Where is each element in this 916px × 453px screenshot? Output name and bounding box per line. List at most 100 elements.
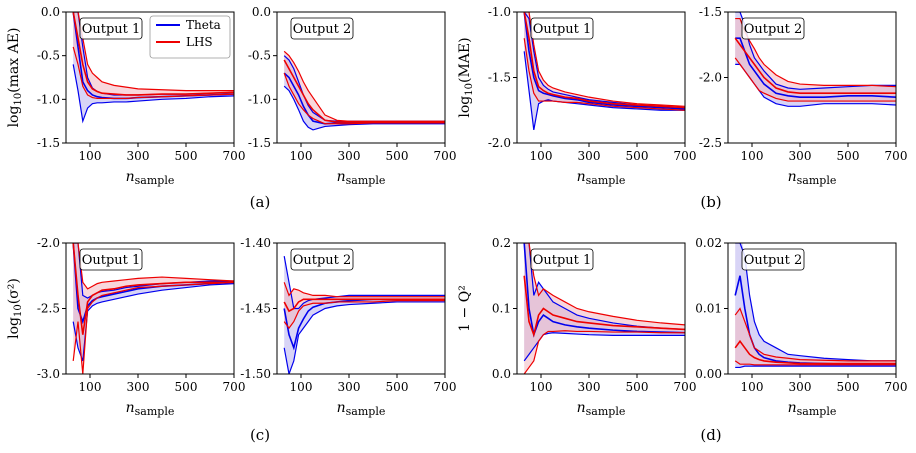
y-tick-label: -1.5 — [699, 5, 722, 19]
x-tick-label: 100 — [530, 380, 553, 394]
x-tick-label: 700 — [885, 380, 908, 394]
x-axis-label: nsample — [788, 400, 837, 418]
y-tick-label: -2.0 — [699, 71, 722, 85]
x-tick-label: 700 — [434, 380, 457, 394]
x-tick-label: 500 — [386, 149, 409, 163]
line-lhs-mean — [72, 12, 234, 96]
line-theta-upper — [524, 243, 685, 331]
line-lhs-upper — [524, 12, 685, 107]
y-tick-label: -1.5 — [37, 136, 60, 150]
panel-a2: 100 300 500 700 -1.5 -1.0 -0.5 0.0 nsample Output… — [248, 5, 457, 187]
line-lhs-upper — [73, 12, 234, 92]
line-lhs-upper — [283, 50, 445, 122]
output-label: Output 1 — [82, 22, 141, 37]
y-tick-label: 0.00 — [695, 367, 722, 381]
x-tick-label: 500 — [626, 380, 649, 394]
x-tick-label: 500 — [175, 380, 198, 394]
output-label: Output 1 — [533, 22, 592, 37]
output-label-box: Output 1 — [530, 17, 594, 40]
y-tick-label: -1.40 — [240, 236, 271, 250]
x-tick-label: 700 — [434, 149, 457, 163]
x-tick-label: 100 — [79, 380, 102, 394]
x-tick-label: 100 — [79, 149, 102, 163]
panel-d1: 100 300 500 700 0.0 0.1 0.2 nsample 1 − Q² Output… — [457, 236, 722, 444]
line-theta-lower — [72, 64, 234, 124]
panel-tag: (c) — [250, 426, 270, 444]
line-lhs-mean — [734, 339, 896, 365]
x-tick-label: 500 — [837, 149, 860, 163]
line-lhs-mean — [523, 275, 685, 338]
x-tick-label: 300 — [789, 149, 812, 163]
panel-tag: (a) — [250, 193, 271, 211]
x-tick-label: 700 — [223, 149, 246, 163]
x-tick-label: 700 — [885, 149, 908, 163]
output-label-box: Output 1 — [530, 248, 594, 271]
panel-tag: (b) — [700, 193, 721, 211]
output-label-box: Output 2 — [741, 248, 805, 271]
band-lhs — [284, 51, 445, 124]
output-label: Output 2 — [293, 22, 352, 37]
output-label-box: Output 1 — [79, 248, 143, 271]
line-theta-lower — [735, 365, 896, 369]
plot-area — [72, 243, 234, 374]
x-axis-label: nsample — [337, 400, 386, 418]
x-tick-label: 700 — [674, 380, 697, 394]
output-label: Output 1 — [82, 253, 141, 268]
x-axis-label: nsample — [126, 169, 175, 187]
panel-c2: 100 300 500 700 -1.50 -1.45 -1.40 nsample Output… — [240, 236, 456, 418]
x-tick-label: 100 — [290, 380, 313, 394]
line-theta-lower — [283, 85, 445, 131]
x-axis-label: nsample — [577, 400, 626, 418]
x-tick-label: 700 — [223, 380, 246, 394]
output-label: Output 2 — [293, 253, 352, 268]
y-tick-label: -1.50 — [240, 367, 271, 381]
output-label-box: Output 2 — [741, 17, 805, 40]
line-lhs-lower — [283, 300, 445, 330]
band-theta — [284, 256, 445, 374]
panel-c1: 100 300 500 700 -3.0 -2.5 -2.0 nsample log10(σ²)… — [6, 236, 270, 444]
band-lhs — [524, 243, 685, 374]
panel-b2: 100 300 500 700 -2.5 -2.0 -1.5 nsample Output 2 — [699, 5, 908, 187]
band-lhs — [73, 243, 234, 374]
x-tick-label: 500 — [386, 380, 409, 394]
x-axis-label: nsample — [788, 169, 837, 187]
line-lhs-mean — [523, 12, 685, 109]
y-tick-label: -3.0 — [37, 367, 60, 381]
x-axis-label: nsample — [577, 169, 626, 187]
y-tick-label: -1.45 — [240, 302, 271, 316]
x-tick-label: 300 — [338, 380, 361, 394]
line-lhs-lower — [283, 72, 445, 125]
line-lhs-upper — [734, 307, 896, 362]
y-tick-label: 0.0 — [252, 5, 271, 19]
y-tick-label: 0.1 — [492, 302, 511, 316]
plot-area — [283, 50, 445, 131]
output-label-box: Output 1 — [79, 17, 143, 40]
x-tick-label: 300 — [338, 149, 361, 163]
x-tick-label: 500 — [175, 149, 198, 163]
axes-frame — [65, 11, 235, 144]
y-tick-label: -2.0 — [37, 236, 60, 250]
line-lhs-mean — [72, 243, 234, 335]
line-lhs-upper — [283, 282, 445, 298]
output-label-box: Output 2 — [290, 248, 354, 271]
y-tick-label: -1.0 — [248, 92, 271, 106]
output-label: Output 2 — [744, 253, 803, 268]
x-tick-label: 300 — [789, 380, 812, 394]
x-axis-label: nsample — [126, 400, 175, 418]
x-axis-label: nsample — [337, 169, 386, 187]
x-tick-label: 300 — [127, 380, 150, 394]
y-tick-label: -2.5 — [699, 136, 722, 150]
y-axis-label: log10(σ²) — [6, 278, 24, 339]
line-lhs-lower — [72, 46, 234, 100]
y-tick-label: 0.0 — [492, 367, 511, 381]
band-lhs — [735, 18, 896, 102]
line-lhs-upper — [73, 243, 234, 290]
line-lhs-mean — [283, 298, 445, 313]
y-axis-label: log10(MAE) — [457, 37, 475, 117]
line-theta-lower — [283, 301, 445, 374]
line-lhs-lower — [72, 281, 234, 374]
plot-area — [72, 12, 234, 124]
output-label: Output 2 — [744, 22, 803, 37]
legend: Theta LHS — [149, 15, 231, 59]
y-axis-label: 1 − Q² — [457, 285, 473, 332]
